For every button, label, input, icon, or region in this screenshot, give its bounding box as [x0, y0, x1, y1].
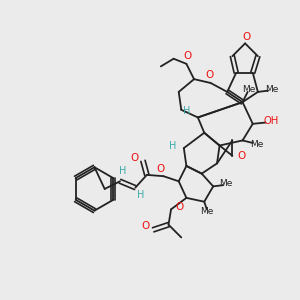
Text: Me: Me	[265, 85, 279, 94]
Text: O: O	[176, 202, 184, 212]
Text: O: O	[157, 164, 165, 173]
Text: O: O	[205, 70, 214, 80]
Text: H: H	[119, 166, 126, 176]
Text: O: O	[242, 32, 250, 42]
Text: Me: Me	[250, 140, 263, 149]
Text: H: H	[169, 140, 176, 151]
Text: H: H	[183, 106, 190, 116]
Text: OH: OH	[263, 116, 278, 126]
Text: O: O	[237, 151, 245, 161]
Text: Me: Me	[242, 85, 256, 94]
Text: O: O	[141, 221, 150, 231]
Text: Me: Me	[200, 207, 214, 216]
Text: H: H	[137, 190, 144, 200]
Text: Me: Me	[219, 179, 232, 188]
Text: O: O	[130, 153, 138, 163]
Text: O: O	[184, 51, 192, 61]
